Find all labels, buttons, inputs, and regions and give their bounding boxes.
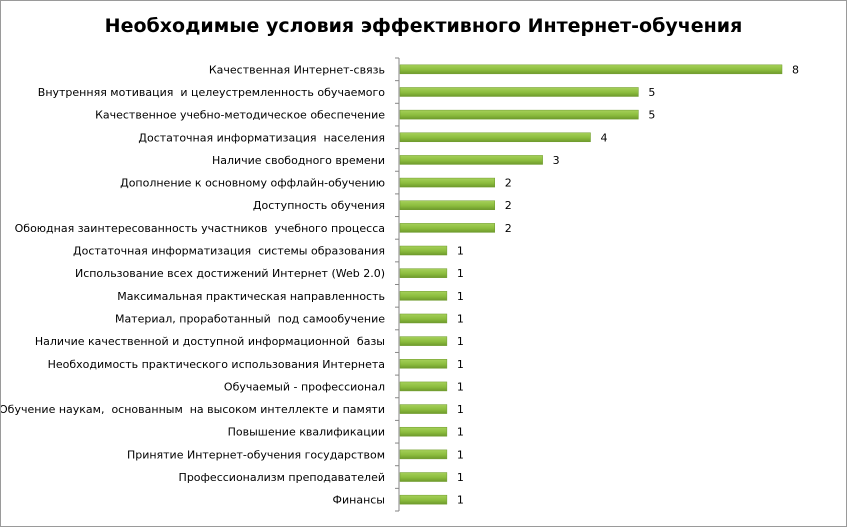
data-label: 4 bbox=[601, 131, 608, 144]
data-label: 1 bbox=[457, 403, 464, 416]
category-label: Обучение наукам, основанным на высоком и… bbox=[1, 403, 385, 416]
bar bbox=[399, 132, 591, 143]
bar bbox=[399, 449, 448, 460]
category-label: Достаточная информатизация населения bbox=[138, 131, 385, 144]
category-label: Принятие Интернет-обучения государством bbox=[127, 448, 385, 461]
labels-layer: Качественная Интернет-связь 8 Внутренняя м… bbox=[1, 63, 799, 506]
category-label: Качественная Интернет-связь bbox=[209, 63, 385, 76]
data-label: 1 bbox=[457, 290, 464, 303]
data-label: 2 bbox=[505, 177, 512, 190]
data-label: 1 bbox=[457, 380, 464, 393]
data-label: 1 bbox=[457, 494, 464, 507]
chart-title: Необходимые условия эффективного Интерне… bbox=[104, 15, 743, 37]
data-label: 3 bbox=[553, 154, 560, 167]
data-label: 1 bbox=[457, 448, 464, 461]
bar bbox=[399, 359, 448, 369]
axis-layer bbox=[395, 57, 400, 512]
category-label: Наличие свободного времени bbox=[212, 154, 385, 167]
bar bbox=[399, 223, 495, 233]
bar bbox=[399, 426, 448, 437]
category-label: Материал, проработанный под самообучение bbox=[115, 312, 385, 325]
data-label: 8 bbox=[792, 63, 799, 76]
category-label: Использование всех достижений Интернет (… bbox=[75, 267, 385, 280]
data-label: 1 bbox=[457, 245, 464, 258]
data-label: 1 bbox=[457, 312, 464, 325]
bar bbox=[399, 200, 495, 210]
category-label: Обучаемый - профессионал bbox=[224, 380, 385, 393]
category-label: Достаточная информатизация системы образ… bbox=[73, 245, 385, 258]
bar bbox=[399, 87, 639, 97]
category-label: Дополнение к основному оффлайн-обучению bbox=[120, 177, 385, 190]
bar bbox=[399, 494, 448, 505]
bar bbox=[399, 381, 448, 392]
category-label: Внутренняя мотивация и целеустремленност… bbox=[38, 86, 385, 99]
bar bbox=[399, 177, 495, 188]
bar bbox=[399, 64, 783, 75]
data-label: 2 bbox=[505, 199, 512, 212]
data-label: 1 bbox=[457, 358, 464, 371]
data-label: 1 bbox=[457, 335, 464, 348]
category-label: Наличие качественной и доступной информа… bbox=[35, 335, 385, 348]
bar bbox=[399, 155, 543, 165]
data-label: 2 bbox=[505, 222, 512, 235]
data-label: 1 bbox=[457, 471, 464, 484]
category-label: Качественное учебно-методическое обеспеч… bbox=[95, 109, 385, 122]
bar bbox=[399, 472, 448, 482]
category-label: Максимальная практическая направленность bbox=[117, 290, 385, 303]
category-label: Финансы bbox=[333, 494, 385, 507]
category-label: Обоюдная заинтересованность участников у… bbox=[15, 222, 385, 235]
category-label: Доступность обучения bbox=[253, 199, 385, 212]
bar bbox=[399, 268, 448, 278]
bar bbox=[399, 245, 448, 256]
data-label: 5 bbox=[648, 109, 655, 122]
bars-layer bbox=[399, 64, 783, 505]
bar bbox=[399, 404, 448, 414]
bar bbox=[399, 313, 448, 324]
bar bbox=[399, 109, 639, 120]
category-label: Необходимость практического использовани… bbox=[48, 358, 385, 371]
category-label: Профессионализм преподавателей bbox=[179, 471, 385, 484]
data-label: 5 bbox=[648, 86, 655, 99]
data-label: 1 bbox=[457, 426, 464, 439]
data-label: 1 bbox=[457, 267, 464, 280]
bar bbox=[399, 291, 448, 301]
bar bbox=[399, 336, 448, 346]
category-label: Повышение квалификации bbox=[228, 426, 385, 439]
